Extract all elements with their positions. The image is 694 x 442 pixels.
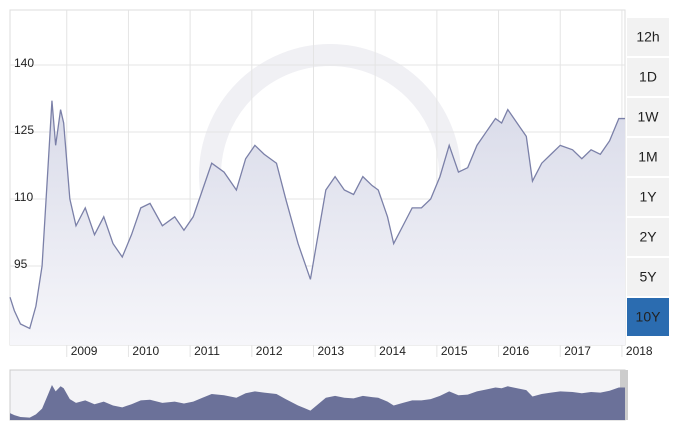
line xyxy=(9,100,625,330)
button-bg xyxy=(627,218,669,256)
button-label: 1Y xyxy=(639,189,657,205)
range-button[interactable]: 1W xyxy=(627,98,669,136)
button-label: 1W xyxy=(638,109,660,125)
range-button[interactable]: 12h xyxy=(627,18,669,56)
x-tick-label: 2012 xyxy=(256,344,283,358)
x-tick-label: 2009 xyxy=(71,344,98,358)
range-button[interactable]: 1Y xyxy=(627,178,669,216)
x-tick-label: 2017 xyxy=(564,344,591,358)
y-tick-label: 95 xyxy=(14,257,28,271)
x-tick-label: 2015 xyxy=(441,344,468,358)
range-button[interactable]: 1D xyxy=(627,58,669,96)
button-bg xyxy=(627,58,669,96)
button-bg xyxy=(627,138,669,176)
range-button[interactable]: 2Y xyxy=(627,218,669,256)
x-tick-label: 2010 xyxy=(132,344,159,358)
range-button[interactable]: 1M xyxy=(627,138,669,176)
button-label: 1M xyxy=(638,149,657,165)
y-tick-label: 125 xyxy=(14,123,34,137)
y-tick-label: 140 xyxy=(14,56,34,70)
button-label: 2Y xyxy=(639,229,657,245)
button-bg xyxy=(627,178,669,216)
area-fill xyxy=(10,100,625,345)
range-button[interactable]: 5Y xyxy=(627,258,669,296)
button-bg xyxy=(627,298,669,336)
button-label: 1D xyxy=(639,69,657,85)
x-tick-label: 2011 xyxy=(194,344,220,358)
navigator-area xyxy=(10,384,625,420)
x-tick-label: 2013 xyxy=(317,344,344,358)
button-label: 5Y xyxy=(639,269,657,285)
button-label: 12h xyxy=(636,29,659,45)
x-tick-label: 2018 xyxy=(626,344,653,358)
button-label: 10Y xyxy=(636,309,662,325)
button-bg xyxy=(627,18,669,56)
y-tick-label: 110 xyxy=(14,190,33,204)
range-button[interactable]: 10Y xyxy=(627,298,669,336)
x-tick-label: 2016 xyxy=(503,344,530,358)
button-bg xyxy=(627,98,669,136)
x-tick-label: 2014 xyxy=(379,344,406,358)
button-bg xyxy=(627,258,669,296)
